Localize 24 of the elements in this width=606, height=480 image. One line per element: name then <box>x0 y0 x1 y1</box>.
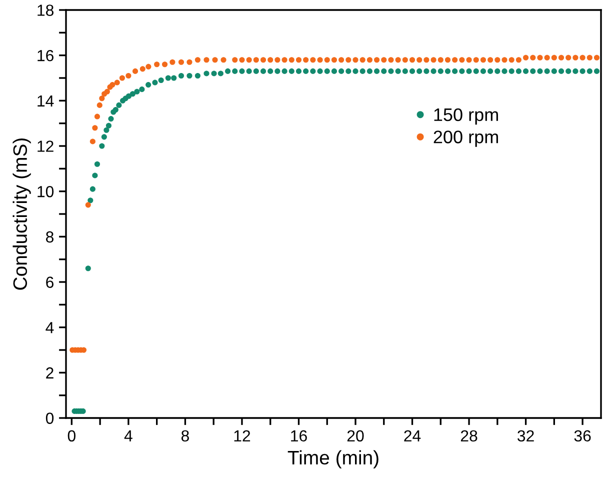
legend-label: 150 rpm <box>434 108 498 125</box>
y-tick-label: 2 <box>46 367 54 378</box>
x-tick-label: 8 <box>181 430 189 442</box>
y-axis-title: Conductivity (mS) <box>12 138 31 290</box>
y-tick-label: 18 <box>38 4 54 16</box>
x-tick-label: 12 <box>234 430 250 442</box>
x-tick-label: 4 <box>124 430 132 442</box>
y-tick-label: 12 <box>38 140 54 152</box>
y-tick-label: 0 <box>46 412 54 424</box>
y-tick-label: 4 <box>46 322 54 334</box>
x-tick-label: 20 <box>347 430 364 442</box>
x-tick-label: 24 <box>404 430 421 442</box>
x-tick-label: 32 <box>518 430 534 442</box>
x-tick-label: 28 <box>460 430 478 442</box>
legend-label: 200 rpm <box>434 130 498 147</box>
y-tick-label: 14 <box>38 95 54 106</box>
y-tick-label: 10 <box>38 186 54 198</box>
x-tick-label: 36 <box>574 430 591 442</box>
x-axis-title: Time (min) <box>288 450 378 468</box>
y-tick-label: 16 <box>38 50 54 62</box>
x-tick-label: 16 <box>291 430 307 442</box>
y-tick-label: 6 <box>46 276 54 288</box>
x-tick-label: 0 <box>68 430 76 442</box>
y-tick-label: 8 <box>46 231 54 243</box>
